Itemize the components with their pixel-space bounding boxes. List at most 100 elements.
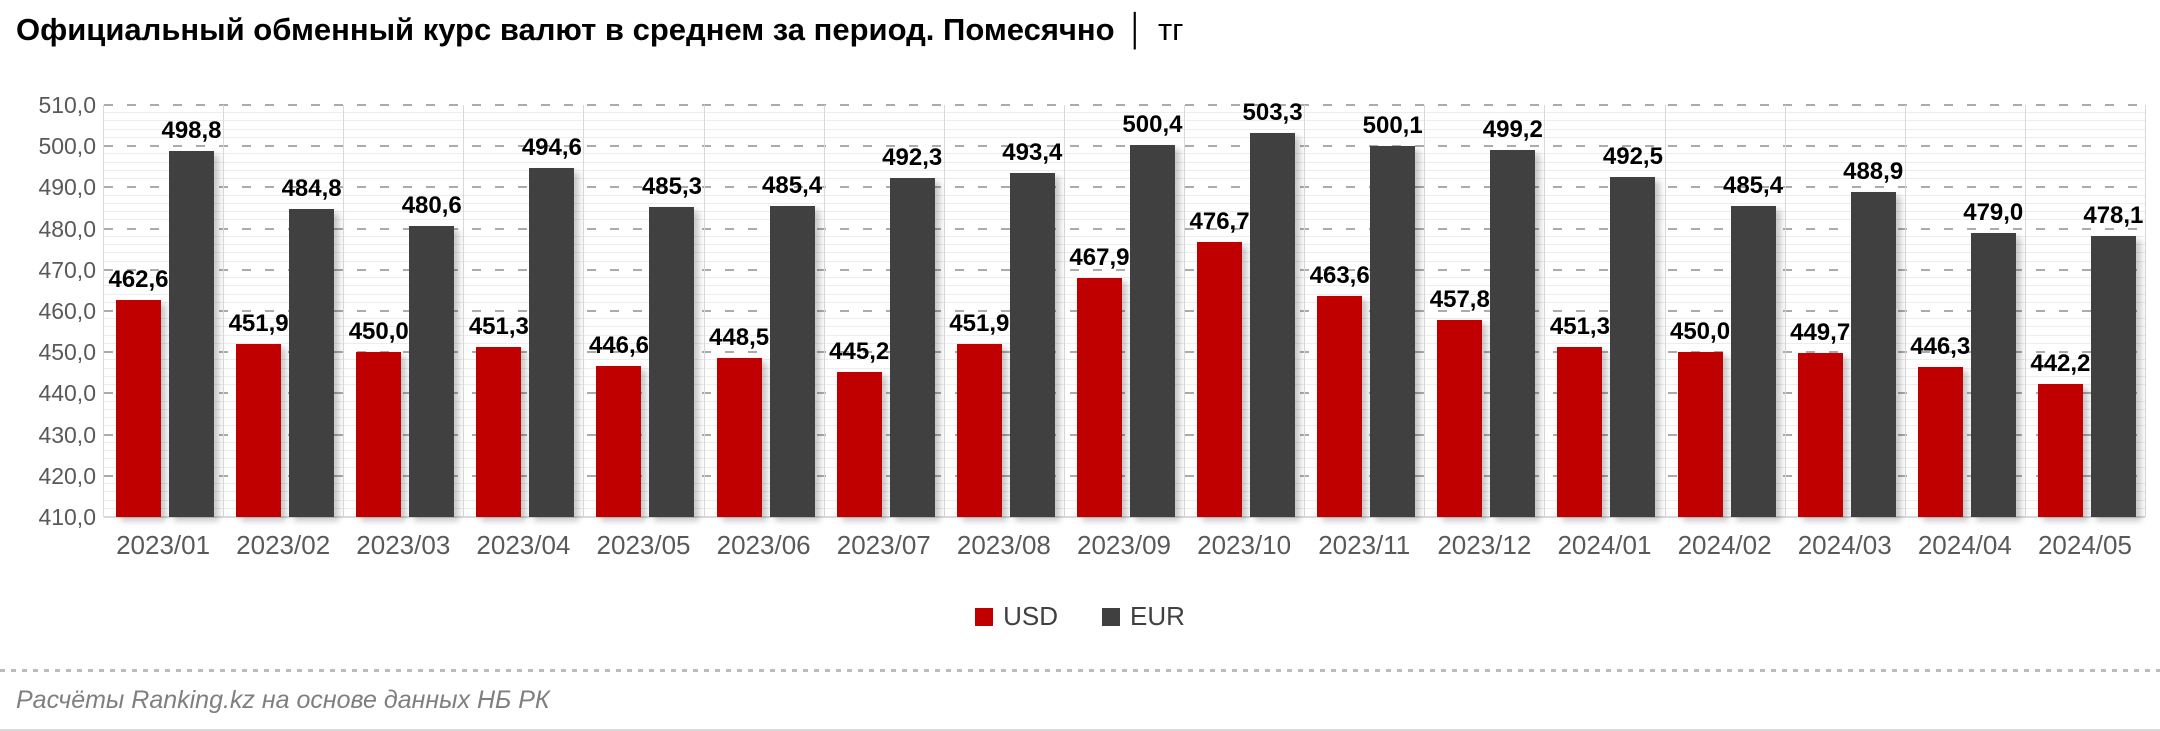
usd-bar — [236, 344, 282, 517]
x-tick-label: 2023/05 — [596, 530, 691, 560]
usd-bar — [1197, 242, 1243, 517]
legend-item-eur: EUR — [1102, 601, 1185, 632]
minor-gridline — [104, 202, 2145, 204]
minor-gridline — [104, 441, 2145, 443]
x-tick-label: 2024/02 — [1677, 530, 1772, 560]
minor-gridline — [104, 507, 2145, 509]
eur-bar — [769, 206, 815, 517]
eur-value-label: 488,9 — [1843, 157, 1904, 185]
x-tick-label: 2023/10 — [1197, 530, 1292, 560]
eur-value-label: 498,8 — [161, 117, 222, 145]
x-tick-label: 2023/12 — [1437, 530, 1532, 560]
minor-gridline — [104, 169, 2145, 171]
eur-value-label: 484,8 — [281, 174, 342, 202]
month-group: 463,6 500,1 — [1305, 105, 1426, 517]
x-tick-label: 2024/01 — [1557, 530, 1652, 560]
month-group: 476,7 503,3 — [1185, 99, 1306, 517]
minor-gridline — [104, 252, 2145, 254]
eur-bar — [2090, 236, 2136, 517]
minor-gridline — [104, 178, 2145, 180]
minor-gridline — [104, 342, 2145, 344]
eur-bar — [1009, 173, 1055, 517]
y-tick-label: 500,0 — [38, 133, 96, 160]
usd-bar — [1437, 320, 1483, 517]
minor-gridline — [104, 194, 2145, 196]
chart-title: Официальный обменный курс валют в средне… — [16, 12, 1183, 48]
minor-gridline — [104, 293, 2145, 295]
major-gridline — [104, 310, 2145, 312]
major-gridline — [104, 433, 2145, 436]
eur-value-label: 485,4 — [762, 172, 823, 200]
minor-gridline — [104, 211, 2145, 213]
eur-value-label: 492,5 — [1602, 143, 1663, 171]
usd-bar — [956, 344, 1002, 517]
usd-bar — [476, 346, 522, 517]
month-group: 450,0 480,6 — [344, 105, 465, 517]
usd-value-label: 449,7 — [1790, 319, 1851, 347]
eur-value-label: 485,4 — [1722, 172, 1784, 200]
y-tick-label: 460,0 — [38, 298, 96, 324]
usd-value-label: 451,9 — [228, 310, 289, 338]
month-group: 448,5 485,4 — [705, 105, 825, 517]
usd-bar — [1317, 296, 1363, 517]
eur-bar — [1610, 177, 1656, 517]
x-tick-label: 2024/05 — [2037, 530, 2132, 560]
plot-area: 462,6 498,8 451,9 484,8 450,0 480,6 451,3 494,6… — [103, 99, 2146, 518]
major-gridline — [104, 104, 2145, 106]
eur-bar — [409, 226, 455, 517]
eur-value-label: 485,3 — [641, 172, 702, 200]
eur-value-label: 503,3 — [1242, 98, 1303, 126]
x-tick-label: 2023/08 — [956, 530, 1051, 560]
usd-bar — [1076, 278, 1122, 517]
usd-value-label: 462,6 — [108, 266, 169, 294]
eur-bar — [649, 206, 695, 517]
minor-gridline — [104, 417, 2145, 419]
x-tick-label: 2023/03 — [356, 530, 451, 560]
major-gridline — [104, 392, 2145, 395]
usd-value-label: 448,5 — [709, 324, 770, 352]
month-group: 451,9 484,8 — [224, 105, 345, 517]
y-tick-label: 430,0 — [38, 421, 96, 448]
usd-value-label: 451,3 — [1549, 312, 1610, 340]
x-tick-label: 2023/02 — [236, 530, 331, 560]
minor-gridline — [104, 499, 2145, 501]
minor-gridline — [104, 483, 2145, 485]
major-gridline — [104, 186, 2145, 189]
minor-gridline — [104, 384, 2145, 386]
eur-bar — [1129, 144, 1175, 517]
eur-value-label: 499,2 — [1482, 115, 1543, 143]
major-gridline — [104, 145, 2145, 148]
chart-title-main: Официальный обменный курс валют в средне… — [16, 12, 1115, 47]
minor-gridline — [104, 491, 2145, 493]
usd-value-label: 442,2 — [2030, 350, 2091, 378]
usd-bar — [356, 352, 402, 517]
major-gridline — [104, 474, 2145, 477]
title-separator: │ — [1126, 12, 1146, 47]
eur-value-label: 493,4 — [1002, 139, 1063, 167]
month-group: 446,3 479,0 — [1906, 105, 2026, 517]
month-group: 467,9 500,4 — [1065, 105, 1186, 517]
major-gridline — [104, 351, 2145, 354]
usd-bar — [596, 366, 642, 517]
eur-bar — [1250, 132, 1296, 517]
minor-gridline — [104, 161, 2145, 163]
legend: USD EUR — [0, 601, 2160, 632]
x-tick-label: 2023/07 — [836, 530, 931, 560]
month-group: 446,6 485,3 — [584, 105, 705, 517]
usd-bar — [1557, 346, 1603, 517]
minor-gridline — [104, 260, 2145, 262]
legend-item-usd: USD — [975, 601, 1058, 632]
eur-value-label: 478,1 — [2083, 202, 2144, 230]
usd-value-label: 463,6 — [1309, 262, 1370, 290]
usd-bar — [1917, 367, 1963, 517]
minor-gridline — [104, 375, 2145, 377]
eur-bar — [1370, 145, 1416, 517]
y-tick-label: 510,0 — [38, 92, 96, 118]
usd-bar — [716, 358, 762, 517]
eur-value-label: 494,6 — [521, 134, 582, 162]
footer-divider — [0, 669, 2160, 672]
minor-gridline — [104, 359, 2145, 361]
y-tick-label: 420,0 — [38, 462, 96, 489]
minor-gridline — [104, 277, 2145, 279]
